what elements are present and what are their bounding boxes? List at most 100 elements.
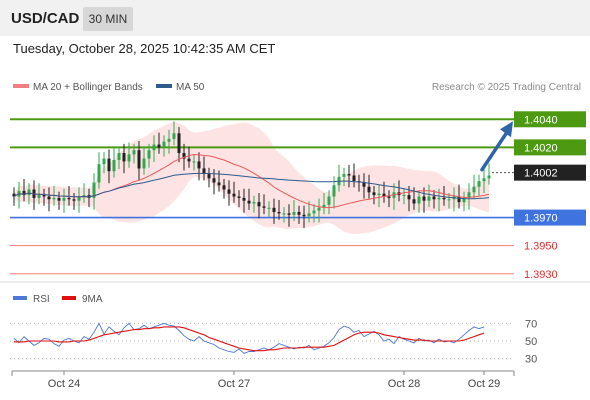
legend-ma50-swatch: [156, 84, 172, 88]
candle-body: [107, 158, 111, 172]
candle-body: [192, 161, 196, 163]
legend-rsi-label: RSI: [33, 294, 50, 305]
candle-body: [422, 196, 426, 201]
symbol-title: USD/CAD: [11, 10, 80, 27]
candle-body: [457, 196, 461, 203]
x-tick-label: Oct 27: [218, 378, 250, 390]
candle-body: [212, 178, 216, 183]
candle-body: [67, 197, 71, 200]
rsi-series-rsi: [13, 322, 485, 354]
level-label-1.4020: 1.4020: [524, 142, 558, 154]
candle-body: [442, 197, 446, 200]
candle-body: [217, 182, 221, 186]
candle-body: [412, 199, 416, 204]
candle-body: [482, 178, 486, 182]
candle-body: [177, 133, 181, 153]
candle-body: [52, 197, 56, 200]
candle-body: [92, 182, 96, 198]
candle-body: [127, 154, 131, 162]
candle-body: [277, 212, 281, 214]
level-label-1.3970: 1.3970: [524, 213, 558, 225]
candle-body: [202, 168, 206, 174]
timeframe-badge[interactable]: 30 MIN: [83, 7, 133, 31]
candle-body: [332, 185, 336, 197]
x-tick-label: Oct 24: [48, 378, 80, 390]
last-price-label: 1.4002: [524, 168, 558, 180]
candle-body: [137, 150, 141, 169]
candle-body: [37, 195, 41, 198]
candle-body: [187, 158, 191, 162]
candle-body: [162, 141, 166, 148]
candle-body: [232, 193, 236, 197]
candle-body: [157, 144, 161, 148]
candle-body: [57, 197, 61, 201]
legend-9ma-label: 9MA: [82, 294, 103, 305]
legend-ma20-label: MA 20 + Bollinger Bands: [33, 82, 143, 93]
candle-body: [257, 202, 261, 207]
candle-body: [417, 196, 421, 204]
candle-body: [242, 197, 246, 201]
candle-body: [377, 193, 381, 196]
candle-body: [372, 192, 376, 196]
timestamp: Tuesday, October 28, 2025 10:42:35 AM CE…: [13, 41, 276, 56]
candle-body: [227, 189, 231, 194]
candle-body: [297, 212, 301, 215]
candle-body: [27, 189, 31, 196]
candle-body: [237, 196, 241, 198]
candle-body: [327, 196, 331, 205]
candle-body: [247, 200, 251, 204]
candle-body: [487, 175, 491, 179]
level-tag-1.4020: [514, 139, 586, 156]
level-tag-1.3970: [514, 209, 586, 226]
candle-body: [462, 197, 466, 203]
rsi-tick-50: 50: [525, 336, 537, 348]
rsi-tick-30: 30: [525, 354, 537, 366]
candle-body: [77, 196, 81, 201]
candle-body: [347, 174, 351, 176]
candle-body: [122, 153, 126, 162]
candle-body: [197, 161, 201, 169]
header-bar: USD/CAD 30 MIN: [0, 0, 590, 36]
candle-body: [142, 158, 146, 169]
candle-body: [112, 160, 116, 172]
candle-body: [322, 204, 326, 208]
candle-body: [252, 202, 256, 204]
candle-body: [307, 213, 311, 217]
candle-body: [402, 195, 406, 197]
candle-body: [82, 195, 86, 197]
candle-body: [477, 181, 481, 187]
last-price-tag: [514, 164, 586, 181]
candle-body: [427, 196, 431, 201]
candle-body: [317, 207, 321, 211]
candle-body: [472, 186, 476, 193]
candle-body: [12, 193, 16, 197]
candle-body: [282, 213, 286, 215]
candle-body: [72, 199, 76, 201]
legend-9ma-swatch: [62, 296, 76, 300]
x-tick-label: Oct 28: [388, 378, 420, 390]
watermark: Research © 2025 Trading Central: [432, 82, 581, 93]
candle-body: [267, 207, 271, 209]
bollinger-band: [14, 121, 489, 234]
candle-body: [152, 144, 156, 151]
candle-body: [432, 196, 436, 200]
candle-body: [407, 195, 411, 200]
candle-body: [437, 197, 441, 200]
legend-ma20-swatch: [13, 84, 29, 88]
candle-body: [22, 190, 26, 196]
x-tick-label: Oct 29: [468, 378, 500, 390]
forecast-arrow-shaft: [480, 130, 509, 172]
candle-body: [342, 174, 346, 177]
candle-body: [352, 175, 356, 182]
candle-body: [182, 153, 186, 159]
rsi-series-9ma: [14, 326, 485, 352]
candle-body: [262, 206, 266, 208]
level-label-1.3950: 1.3950: [524, 241, 558, 253]
candle-body: [382, 193, 386, 197]
forecast-arrow-head: [500, 121, 513, 138]
ma50-line: [13, 172, 490, 200]
candle-body: [47, 196, 51, 200]
level-label-1.3930: 1.3930: [524, 269, 558, 281]
candle-body: [367, 186, 371, 193]
